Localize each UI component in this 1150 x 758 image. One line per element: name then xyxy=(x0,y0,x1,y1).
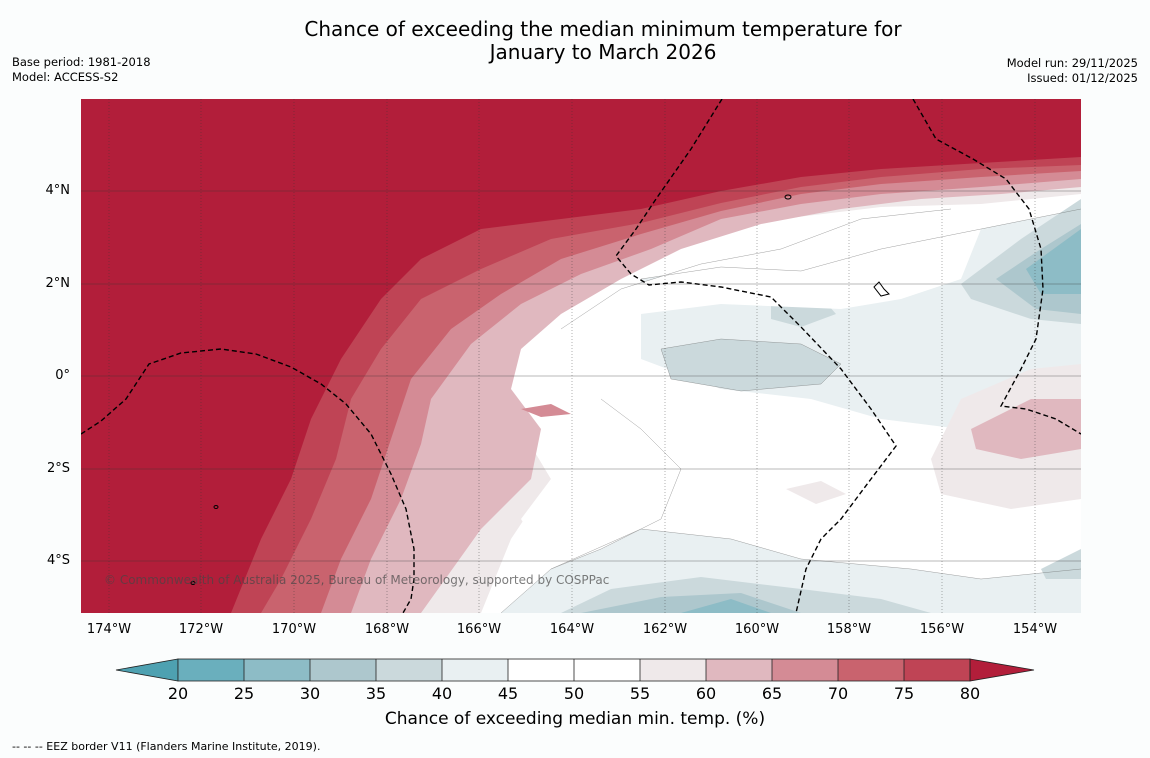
cbar-40-45 xyxy=(442,659,508,681)
contour-lines xyxy=(500,208,1081,613)
cbar-tick-35: 35 xyxy=(365,684,387,703)
base-period-text: Base period: 1981-2018 xyxy=(12,55,151,69)
lat-label-4s: 4°S xyxy=(46,553,70,568)
cbar-tick-25: 25 xyxy=(233,684,255,703)
issued-text: Issued: 01/12/2025 xyxy=(1027,71,1138,85)
probability-map xyxy=(81,99,1081,613)
band-60-65-small xyxy=(521,404,571,417)
cbar-20-25 xyxy=(178,659,244,681)
lon-label-154w: 154°W xyxy=(1012,622,1058,637)
band-55-60-small xyxy=(786,481,846,504)
lon-label-164w: 164°W xyxy=(549,622,595,637)
cbar-tick-55: 55 xyxy=(629,684,651,703)
model-text: Model: ACCESS-S2 xyxy=(12,70,119,84)
cbar-70-75 xyxy=(838,659,904,681)
band-60-65-east xyxy=(971,399,1081,459)
lon-label-170w: 170°W xyxy=(271,622,317,637)
band-above-80 xyxy=(81,99,1081,613)
eez-border-west xyxy=(81,348,415,613)
cbar-tick-30: 30 xyxy=(299,684,321,703)
eez-border-central xyxy=(615,99,897,613)
cbar-tick-80: 80 xyxy=(959,684,981,703)
lat-label-0: 0° xyxy=(55,368,70,383)
model-run-text: Model run: 29/11/2025 xyxy=(1006,56,1138,70)
cbar-tick-65: 65 xyxy=(761,684,783,703)
islands xyxy=(190,194,890,585)
cbar-55-60 xyxy=(640,659,706,681)
cbar-50-55 xyxy=(574,659,640,681)
copyright-notice: © Commonwealth of Australia 2025, Bureau… xyxy=(104,573,610,587)
cbar-tick-40: 40 xyxy=(431,684,453,703)
cbar-25-30 xyxy=(244,659,310,681)
map-panel[interactable]: © Commonwealth of Australia 2025, Bureau… xyxy=(81,99,1081,613)
cbar-below-20 xyxy=(115,658,179,682)
lon-label-158w: 158°W xyxy=(826,622,872,637)
cbar-60-65 xyxy=(706,659,772,681)
cbar-outline xyxy=(177,658,971,682)
cbar-tick-70: 70 xyxy=(827,684,849,703)
cbar-tick-60: 60 xyxy=(695,684,717,703)
lon-label-174w: 174°W xyxy=(86,622,132,637)
map-title: Chance of exceeding the median minimum t… xyxy=(200,18,1006,64)
lat-label-4n: 4°N xyxy=(45,183,71,198)
band-25-30-east xyxy=(1026,229,1081,294)
lon-label-160w: 160°W xyxy=(734,622,780,637)
title-line-1: Chance of exceeding the median minimum t… xyxy=(304,17,902,41)
cbar-35-40 xyxy=(376,659,442,681)
title-line-2: January to March 2026 xyxy=(489,40,717,64)
latitude-gridlines xyxy=(81,190,1081,562)
meta-right: Model run: 29/11/2025 Issued: 01/12/2025 xyxy=(1007,56,1138,86)
lon-label-162w: 162°W xyxy=(642,622,688,637)
eez-border-east xyxy=(912,99,1081,435)
island-2 xyxy=(873,281,890,297)
eez-footnote: -- -- -- EEZ border V11 (Flanders Marine… xyxy=(12,740,321,753)
band-25-30-south xyxy=(681,599,771,613)
cbar-30-35 xyxy=(310,659,376,681)
cbar-tick-75: 75 xyxy=(893,684,915,703)
lon-label-156w: 156°W xyxy=(919,622,965,637)
cbar-45-50 xyxy=(508,659,574,681)
colorbar-label: Chance of exceeding median min. temp. (%… xyxy=(384,709,766,729)
lon-label-168w: 168°W xyxy=(364,622,410,637)
cbar-65-70 xyxy=(772,659,838,681)
cbar-above-80 xyxy=(969,658,1035,682)
cbar-tick-50: 50 xyxy=(563,684,585,703)
lat-label-2n: 2°N xyxy=(45,276,71,291)
meta-left: Base period: 1981-2018 Model: ACCESS-S2 xyxy=(12,55,151,85)
colorbar xyxy=(115,658,1035,682)
island-1 xyxy=(784,194,792,200)
eez-borders xyxy=(81,99,1081,613)
cbar-tick-45: 45 xyxy=(497,684,519,703)
island-4 xyxy=(190,581,196,585)
lon-label-166w: 166°W xyxy=(456,622,502,637)
lon-label-172w: 172°W xyxy=(178,622,224,637)
lat-label-2s: 2°S xyxy=(46,461,70,476)
band-35-40-se xyxy=(1041,549,1081,579)
band-45-55-channel xyxy=(511,209,981,569)
island-3 xyxy=(213,505,219,509)
cbar-tick-20: 20 xyxy=(167,684,189,703)
band-35-40-center xyxy=(661,339,841,391)
cbar-75-80 xyxy=(904,659,970,681)
